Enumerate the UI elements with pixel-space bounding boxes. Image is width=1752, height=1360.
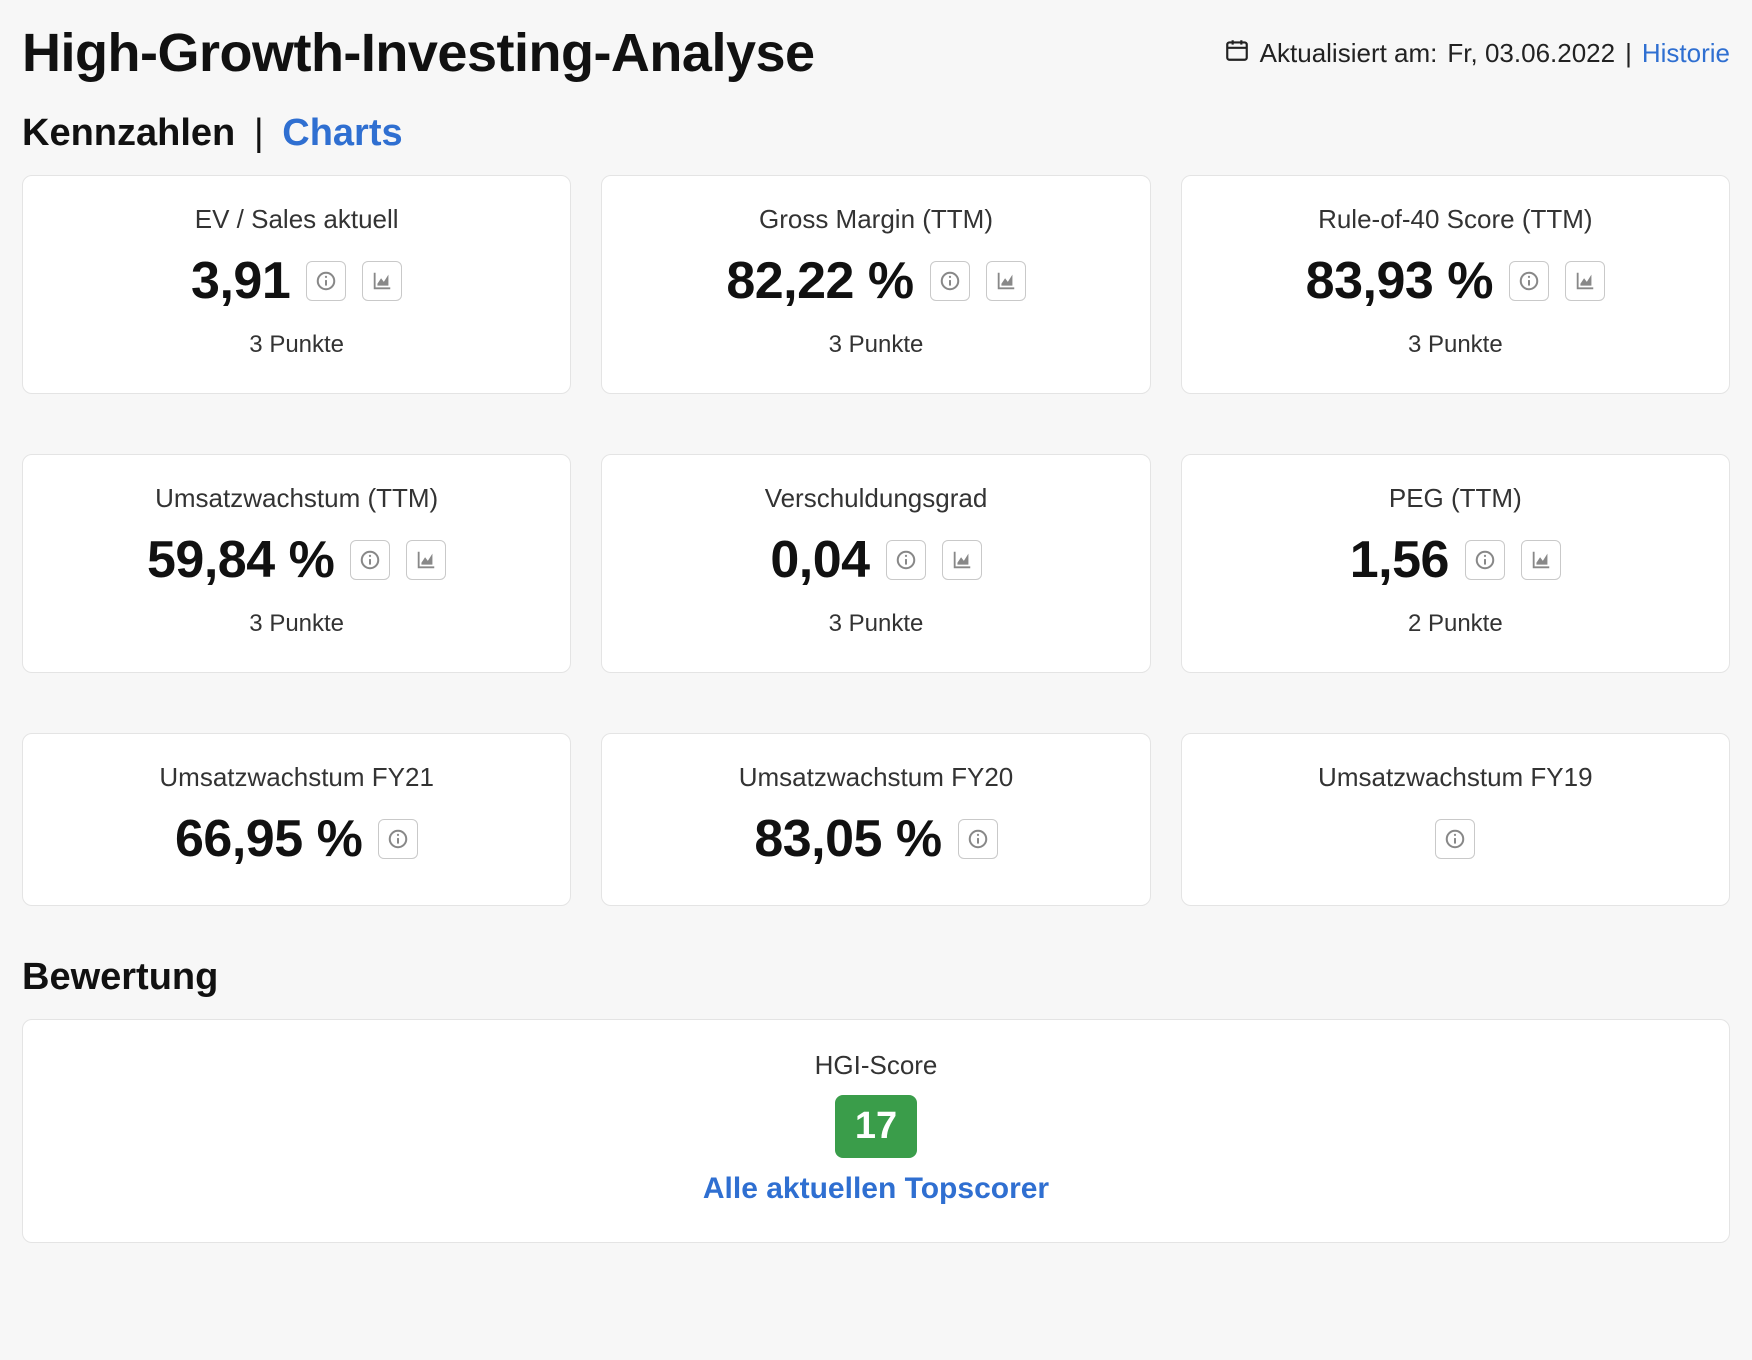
metric-card: Umsatzwachstum FY21 66,95 % [22, 733, 571, 906]
metric-value-row: 3,91 [43, 249, 550, 313]
metric-card: Umsatzwachstum FY19 [1181, 733, 1730, 906]
metric-card: EV / Sales aktuell 3,91 3 Punkte [22, 175, 571, 394]
updated-prefix: Aktualisiert am: [1260, 38, 1438, 69]
metric-points: 2 Punkte [1202, 610, 1709, 638]
metric-label: Verschuldungsgrad [622, 483, 1129, 514]
metrics-grid: EV / Sales aktuell3,913 PunkteGross Marg… [22, 175, 1730, 906]
metric-value-row: 83,05 % [622, 807, 1129, 871]
metric-label: EV / Sales aktuell [43, 204, 550, 235]
metric-points: 3 Punkte [622, 331, 1129, 359]
updated-date: Fr, 03.06.2022 [1447, 38, 1615, 69]
chart-icon[interactable] [1565, 261, 1605, 301]
chart-icon[interactable] [362, 261, 402, 301]
metric-label: Umsatzwachstum FY20 [622, 762, 1129, 793]
page-title: High-Growth-Investing-Analyse [22, 22, 815, 84]
metric-value-row: 1,56 [1202, 528, 1709, 592]
info-icon[interactable] [930, 261, 970, 301]
score-label: HGI-Score [43, 1050, 1709, 1081]
metric-value: 83,05 % [754, 809, 941, 869]
metric-card: PEG (TTM) 1,56 2 Punkte [1181, 454, 1730, 673]
metric-value: 66,95 % [175, 809, 362, 869]
metric-label: Rule-of-40 Score (TTM) [1202, 204, 1709, 235]
header-row: High-Growth-Investing-Analyse Aktualisie… [22, 22, 1730, 84]
chart-icon[interactable] [986, 261, 1026, 301]
metric-card: Umsatzwachstum (TTM) 59,84 % 3 Punkte [22, 454, 571, 673]
info-icon[interactable] [1509, 261, 1549, 301]
metric-points: 3 Punkte [1202, 331, 1709, 359]
score-card: HGI-Score 17 Alle aktuellen Topscorer [22, 1019, 1730, 1243]
metric-value-row [1202, 807, 1709, 871]
metric-label: Gross Margin (TTM) [622, 204, 1129, 235]
metric-value-row: 82,22 % [622, 249, 1129, 313]
topscorer-link[interactable]: Alle aktuellen Topscorer [43, 1172, 1709, 1206]
metric-card: Gross Margin (TTM) 82,22 % 3 Punkte [601, 175, 1150, 394]
updated-info: Aktualisiert am: Fr, 03.06.2022 | Histor… [1224, 37, 1730, 70]
info-icon[interactable] [350, 540, 390, 580]
metric-value: 59,84 % [147, 530, 334, 590]
metric-value-row: 66,95 % [43, 807, 550, 871]
info-icon[interactable] [958, 819, 998, 859]
separator: | [1625, 38, 1632, 69]
metric-card: Rule-of-40 Score (TTM) 83,93 % 3 Punkte [1181, 175, 1730, 394]
info-icon[interactable] [886, 540, 926, 580]
info-icon[interactable] [1465, 540, 1505, 580]
metric-value-row: 83,93 % [1202, 249, 1709, 313]
calendar-icon [1224, 37, 1250, 70]
metric-label: PEG (TTM) [1202, 483, 1709, 514]
metric-label: Umsatzwachstum FY21 [43, 762, 550, 793]
metric-points: 3 Punkte [622, 610, 1129, 638]
chart-icon[interactable] [942, 540, 982, 580]
tab-kennzahlen[interactable]: Kennzahlen [22, 112, 235, 154]
chart-icon[interactable] [1521, 540, 1561, 580]
metric-points: 3 Punkte [43, 331, 550, 359]
chart-icon[interactable] [406, 540, 446, 580]
metric-card: Umsatzwachstum FY20 83,05 % [601, 733, 1150, 906]
metric-value: 82,22 % [726, 251, 913, 311]
info-icon[interactable] [1435, 819, 1475, 859]
info-icon[interactable] [306, 261, 346, 301]
info-icon[interactable] [378, 819, 418, 859]
history-link[interactable]: Historie [1642, 38, 1730, 69]
metric-value: 83,93 % [1306, 251, 1493, 311]
metric-points: 3 Punkte [43, 610, 550, 638]
metric-value: 3,91 [191, 251, 290, 311]
subtabs: Kennzahlen | Charts [22, 112, 1730, 155]
score-badge: 17 [835, 1095, 917, 1158]
tab-charts[interactable]: Charts [282, 112, 402, 154]
metric-label: Umsatzwachstum FY19 [1202, 762, 1709, 793]
metric-value-row: 0,04 [622, 528, 1129, 592]
metric-label: Umsatzwachstum (TTM) [43, 483, 550, 514]
metric-value-row: 59,84 % [43, 528, 550, 592]
metric-value: 1,56 [1350, 530, 1449, 590]
tab-divider: | [254, 112, 264, 154]
metric-value: 0,04 [770, 530, 869, 590]
rating-section-title: Bewertung [22, 956, 1730, 999]
metric-card: Verschuldungsgrad 0,04 3 Punkte [601, 454, 1150, 673]
